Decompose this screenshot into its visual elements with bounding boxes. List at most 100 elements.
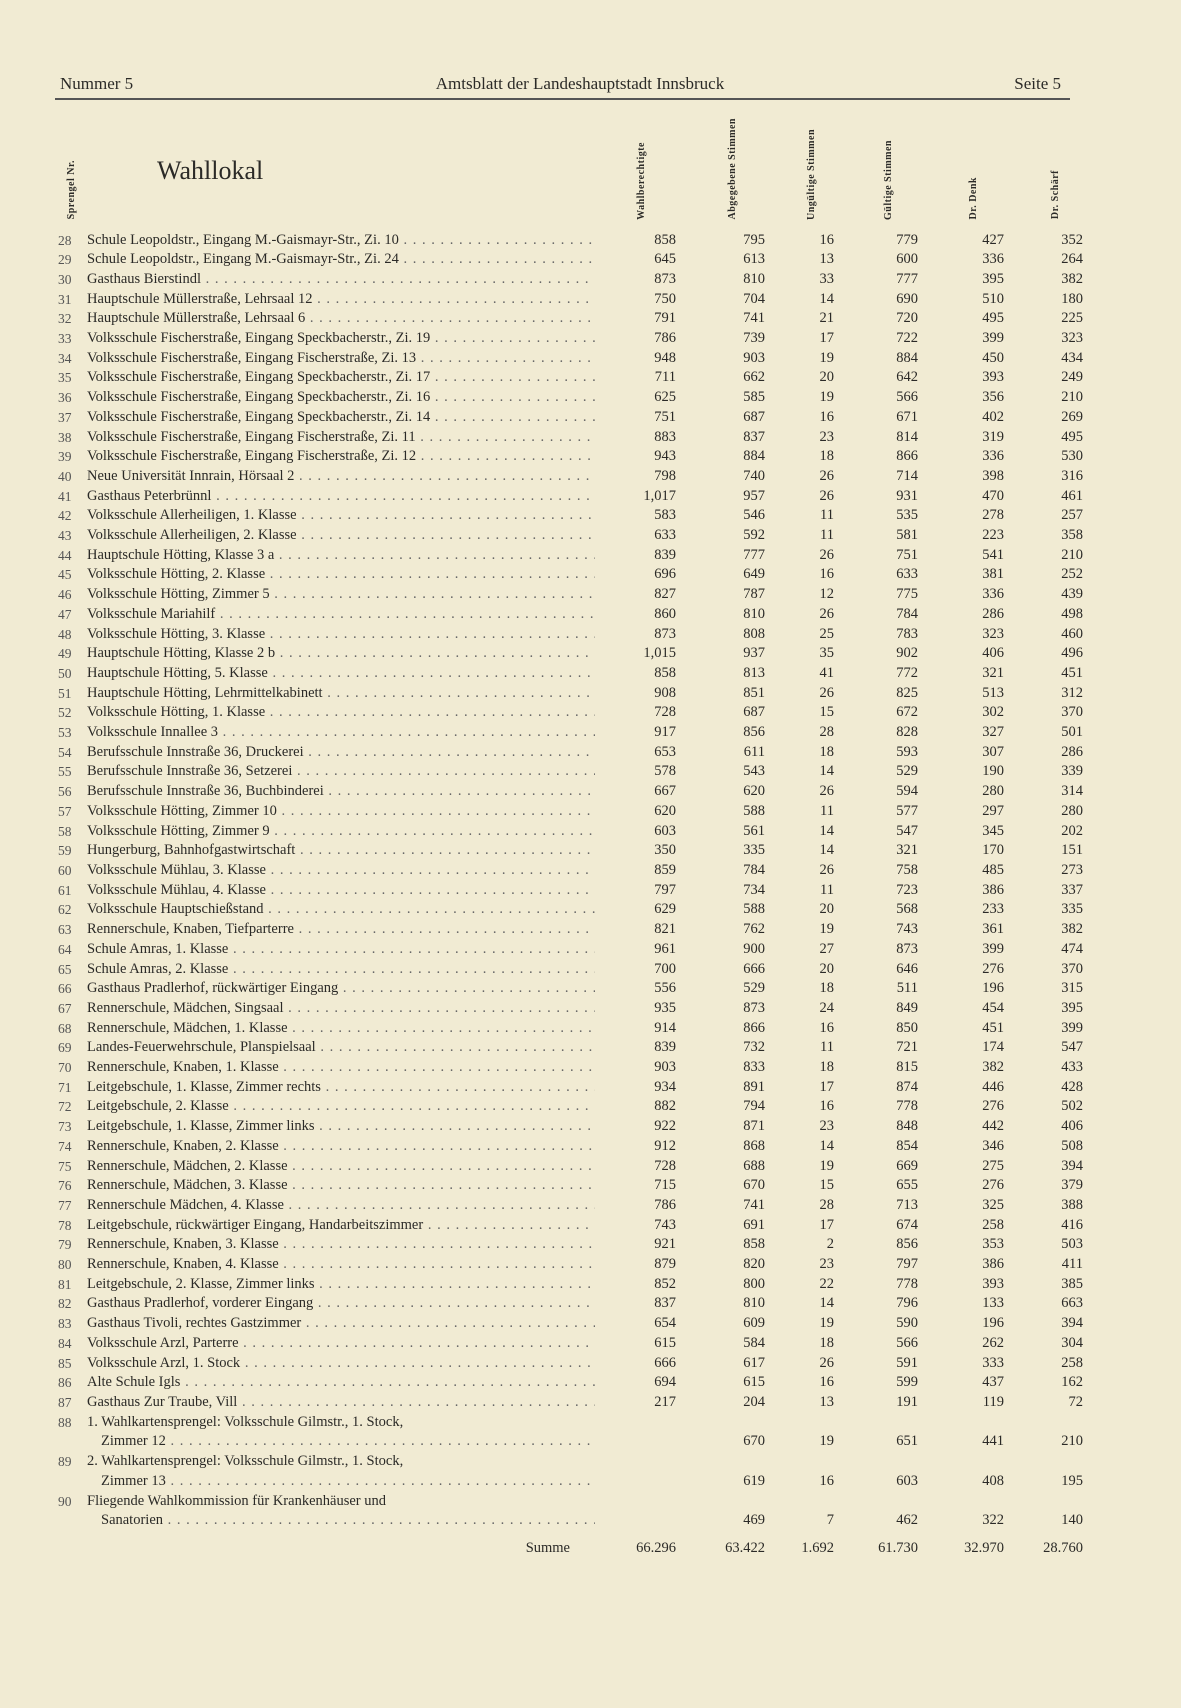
value-berechtigte: 852 bbox=[654, 1275, 676, 1292]
value-ungueltig: 14 bbox=[819, 1295, 835, 1312]
empty-cell bbox=[930, 1413, 1016, 1433]
value-ungueltig: 19 bbox=[819, 389, 835, 406]
table-row: 43 Volksschule Allerheiligen, 2. Klasse .… bbox=[55, 526, 1095, 546]
table-row: 90 Fliegende Wahlkommission für Krankenhä… bbox=[55, 1492, 1095, 1512]
dot-leader: . . . . . . . . . . . . . . . . . . . . … bbox=[244, 1354, 595, 1371]
empty-cell bbox=[777, 1413, 846, 1433]
value-denk: 336 bbox=[982, 586, 1004, 603]
dot-leader: . . . . . . . . . . . . . . . . . . . . … bbox=[283, 1256, 595, 1273]
value-denk: 196 bbox=[982, 1315, 1004, 1332]
table-row: 66 Gasthaus Pradlerhof, rückwärtiger Eing… bbox=[55, 979, 1095, 999]
dot-leader: . . . . . . . . . . . . . . . . . . . . … bbox=[305, 1315, 595, 1332]
dot-leader: . . . . . . . . . . . . . . . . . . . . … bbox=[327, 684, 595, 701]
value-ungueltig: 11 bbox=[820, 1039, 834, 1056]
dot-leader: . . . . . . . . . . . . . . . . . . . . … bbox=[288, 1196, 595, 1213]
polling-station-name: Leitgebschule, rückwärtiger Eingang, Han… bbox=[87, 1216, 595, 1236]
value-berechtigte: 873 bbox=[654, 270, 676, 287]
dot-leader: . . . . . . . . . . . . . . . . . . . . … bbox=[185, 1374, 595, 1391]
empty-cell bbox=[55, 1472, 87, 1492]
polling-station-name: Gasthaus Pradlerhof, rückwärtiger Eingan… bbox=[87, 979, 595, 999]
value-berechtigte: 943 bbox=[654, 448, 676, 465]
value-berechtigte: 615 bbox=[654, 1334, 676, 1351]
column-header-schaerf: Dr. Schärf bbox=[1050, 170, 1061, 220]
value-denk: 450 bbox=[982, 349, 1004, 366]
value-ungueltig: 11 bbox=[820, 802, 834, 819]
polling-station-text: Volksschule Fischerstraße, Eingang Speck… bbox=[87, 408, 431, 425]
value-ungueltig: 19 bbox=[819, 1157, 835, 1174]
summe-row: Summe 66.296 63.422 1.692 61.730 32.970 … bbox=[55, 1531, 1095, 1559]
polling-station-name: Hauptschule Hötting, Klasse 2 b . . . . … bbox=[87, 644, 595, 664]
value-denk: 325 bbox=[982, 1196, 1004, 1213]
empty-cell bbox=[55, 1511, 87, 1531]
dot-leader: . . . . . . . . . . . . . . . . . . . . … bbox=[403, 231, 595, 248]
value-berechtigte: 797 bbox=[654, 881, 676, 898]
polling-station-name: Volksschule Mühlau, 4. Klasse . . . . . … bbox=[87, 881, 595, 901]
table-row: 73 Leitgebschule, 1. Klasse, Zimmer links… bbox=[55, 1117, 1095, 1137]
polling-station-name: Rennerschule, Mädchen, 2. Klasse . . . .… bbox=[87, 1157, 595, 1177]
value-gueltig: 321 bbox=[896, 842, 918, 859]
polling-station-name: Volksschule Hötting, 2. Klasse . . . . .… bbox=[87, 565, 595, 585]
empty-cell bbox=[1016, 1413, 1095, 1433]
value-abgegeben: 204 bbox=[743, 1393, 765, 1410]
sprengel-number: 77 bbox=[58, 1197, 72, 1213]
value-berechtigte: 882 bbox=[654, 1098, 676, 1115]
value-berechtigte: 1,017 bbox=[643, 487, 676, 504]
value-schaerf: 195 bbox=[1061, 1472, 1083, 1489]
summe-schaerf: 28.760 bbox=[1043, 1539, 1083, 1556]
sprengel-number: 70 bbox=[58, 1060, 72, 1076]
value-berechtigte: 786 bbox=[654, 330, 676, 347]
value-schaerf: 140 bbox=[1061, 1512, 1083, 1529]
value-ungueltig: 21 bbox=[819, 310, 835, 327]
value-denk: 408 bbox=[982, 1472, 1004, 1489]
value-abgegeben: 762 bbox=[743, 921, 765, 938]
value-abgegeben: 784 bbox=[743, 862, 765, 878]
value-abgegeben: 739 bbox=[743, 330, 765, 347]
sprengel-number: 45 bbox=[58, 567, 72, 583]
value-abgegeben: 903 bbox=[743, 349, 765, 366]
table-row: 32 Hauptschule Müllerstraße, Lehrsaal 6 .… bbox=[55, 309, 1095, 329]
value-ungueltig: 26 bbox=[819, 862, 835, 878]
value-berechtigte: 821 bbox=[654, 921, 676, 938]
polling-station-name: Rennerschule Mädchen, 4. Klasse . . . . … bbox=[87, 1196, 595, 1216]
table-row: 81 Leitgebschule, 2. Klasse, Zimmer links… bbox=[55, 1275, 1095, 1295]
value-ungueltig: 26 bbox=[819, 684, 835, 701]
value-schaerf: 273 bbox=[1061, 862, 1083, 878]
value-gueltig: 674 bbox=[896, 1216, 918, 1233]
table-row: 39 Volksschule Fischerstraße, Eingang Fis… bbox=[55, 447, 1095, 467]
value-schaerf: 315 bbox=[1061, 980, 1083, 997]
dot-leader: . . . . . . . . . . . . . . . . . . . . … bbox=[205, 270, 595, 287]
value-ungueltig: 24 bbox=[819, 999, 835, 1016]
value-denk: 302 bbox=[982, 704, 1004, 721]
polling-station-name: Volksschule Hötting, 1. Klasse . . . . .… bbox=[87, 703, 595, 723]
value-gueltig: 535 bbox=[896, 507, 918, 524]
value-abgegeben: 469 bbox=[743, 1512, 765, 1529]
value-gueltig: 796 bbox=[896, 1295, 918, 1312]
value-gueltig: 651 bbox=[896, 1433, 918, 1450]
value-gueltig: 646 bbox=[896, 960, 918, 977]
table-row: 50 Hauptschule Hötting, 5. Klasse . . . .… bbox=[55, 664, 1095, 684]
value-ungueltig: 20 bbox=[819, 960, 835, 977]
sprengel-number: 80 bbox=[58, 1257, 72, 1273]
polling-station-text: Zimmer 12 bbox=[101, 1433, 166, 1450]
polling-station-name: Volksschule Fischerstraße, Eingang Fisch… bbox=[87, 428, 595, 448]
polling-station-text: Volksschule Fischerstraße, Eingang Speck… bbox=[87, 389, 431, 406]
table-row: 85 Volksschule Arzl, 1. Stock . . . . . .… bbox=[55, 1354, 1095, 1374]
value-schaerf: 339 bbox=[1061, 763, 1083, 780]
value-gueltig: 772 bbox=[896, 664, 918, 681]
polling-station-text: Volksschule Hötting, Zimmer 5 bbox=[87, 586, 270, 603]
value-denk: 495 bbox=[982, 310, 1004, 327]
polling-station-name: Volksschule Hötting, Zimmer 10 . . . . .… bbox=[87, 802, 595, 822]
value-ungueltig: 18 bbox=[819, 743, 835, 760]
polling-station-name: Rennerschule, Knaben, 2. Klasse . . . . … bbox=[87, 1137, 595, 1157]
dot-leader: . . . . . . . . . . . . . . . . . . . . … bbox=[269, 625, 595, 642]
value-gueltig: 814 bbox=[896, 428, 918, 445]
polling-station-text: Schule Amras, 2. Klasse bbox=[87, 960, 229, 977]
value-denk: 382 bbox=[982, 1059, 1004, 1076]
polling-station-name: Leitgebschule, 2. Klasse, Zimmer links .… bbox=[87, 1275, 595, 1295]
value-berechtigte: 653 bbox=[654, 743, 676, 760]
value-abgegeben: 615 bbox=[743, 1374, 765, 1391]
value-gueltig: 849 bbox=[896, 999, 918, 1016]
value-ungueltig: 20 bbox=[819, 901, 835, 918]
dot-leader: . . . . . . . . . . . . . . . . . . . . … bbox=[434, 330, 595, 347]
table-row: 35 Volksschule Fischerstraße, Eingang Spe… bbox=[55, 368, 1095, 388]
